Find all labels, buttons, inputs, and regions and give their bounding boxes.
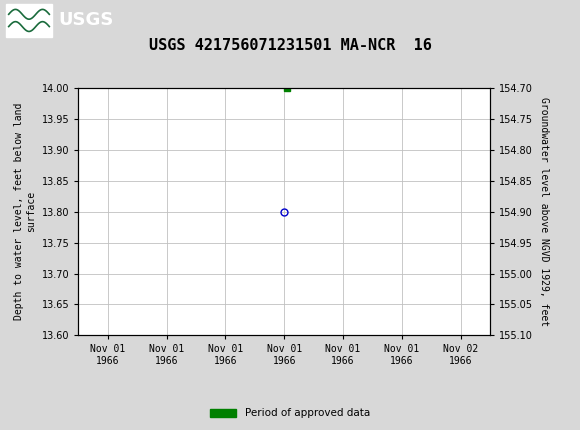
Text: USGS 421756071231501 MA-NCR  16: USGS 421756071231501 MA-NCR 16	[148, 38, 432, 52]
Legend: Period of approved data: Period of approved data	[206, 404, 374, 423]
FancyBboxPatch shape	[6, 4, 52, 37]
Y-axis label: Groundwater level above NGVD 1929, feet: Groundwater level above NGVD 1929, feet	[539, 97, 549, 326]
Y-axis label: Depth to water level, feet below land
surface: Depth to water level, feet below land su…	[14, 103, 36, 320]
Text: USGS: USGS	[58, 12, 113, 29]
